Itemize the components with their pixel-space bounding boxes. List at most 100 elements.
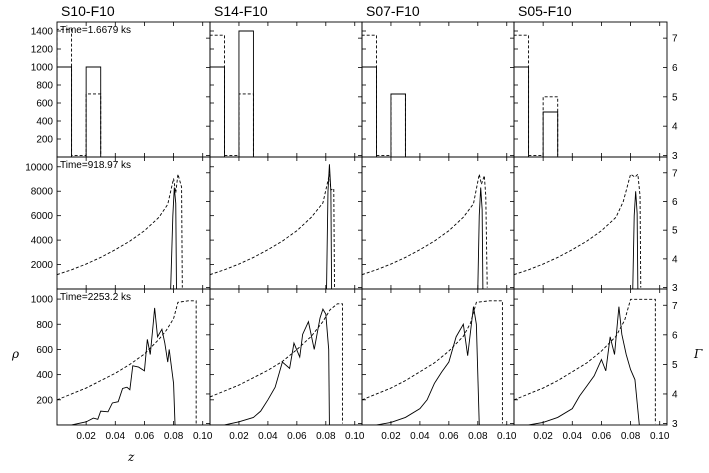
- left-tick-label: 6000: [31, 211, 54, 222]
- row-2: 2000 4000 6000 8000 10000 3 4 5 6 7 Time=918.97 ks: [25, 156, 678, 294]
- panel-s10-f10-row-3: Time=2253.2 ks: [56, 288, 211, 426]
- axes-labels: 0.02 0.04 0.06 0.08 0.10 0.02 0.04 0.06 0.08 0.10…: [11, 347, 703, 464]
- gamma-series-line: [57, 174, 183, 288]
- right-tick-label: 5: [672, 360, 678, 371]
- x-tick-label: 0.10: [650, 431, 670, 442]
- panel-s14-f10-row-1: [209, 21, 363, 158]
- gamma-series-line: [514, 298, 656, 424]
- left-tick-label: 400: [36, 117, 53, 128]
- x-tick-label: 0.08: [468, 431, 488, 442]
- panel-frame: [361, 156, 515, 290]
- y-axis-title-left: ρ: [11, 347, 19, 361]
- column-titles: S10-F10 S14-F10 S07-F10 S05-F10: [61, 3, 572, 19]
- rho-series-line: [514, 306, 667, 425]
- right-tick-label: 4: [672, 254, 678, 265]
- left-tick-label: 8000: [31, 187, 54, 198]
- x-tick-label: 0.08: [316, 431, 336, 442]
- rho-series-line: [57, 66, 102, 157]
- panel-frame: [209, 156, 363, 290]
- panel-frame: [56, 288, 211, 426]
- gamma-series-line: [362, 174, 488, 288]
- left-tick-label: 4000: [31, 236, 54, 247]
- x-tick-label: 0.02: [76, 431, 96, 442]
- x-tick-label: 0.08: [621, 431, 641, 442]
- right-tick-label: 6: [672, 63, 678, 74]
- left-tick-label: 600: [36, 345, 53, 356]
- x-tick-label: 0.06: [135, 431, 155, 442]
- right-tick-label: 3: [672, 151, 678, 162]
- left-tick-label: 10000: [25, 162, 53, 173]
- left-tick-label: 1000: [31, 295, 54, 306]
- x-tick-label: 0.08: [164, 431, 184, 442]
- x-tick-label: 0.06: [439, 431, 459, 442]
- panel-s10-f10-row-1: Time=1.6679 ks: [56, 21, 211, 158]
- x-tick-label: 0.04: [410, 431, 430, 442]
- panel-s05-f10-row-1: [513, 21, 668, 158]
- panel-frame: [513, 288, 668, 426]
- right-tick-label: 6: [672, 330, 678, 341]
- panel-s07-f10-row-3: [361, 288, 515, 426]
- x-tick-label: 0.02: [381, 431, 401, 442]
- rho-series-line: [362, 66, 406, 157]
- right-tick-label: 4: [672, 122, 678, 133]
- panel-frame: [56, 21, 211, 158]
- x-tick-label: 0.10: [345, 431, 365, 442]
- panel-frame: [361, 288, 515, 426]
- x-tick-label: 0.06: [592, 431, 612, 442]
- left-tick-label: 1200: [31, 45, 54, 56]
- x-tick-label: 0.02: [229, 431, 249, 442]
- panels-grid: 200 400 600 800 1000 1200 1400 3 4 5 6 7 Time=1.6679…: [25, 21, 678, 430]
- x-tick-label: 0.02: [533, 431, 553, 442]
- gamma-series-line: [210, 34, 254, 156]
- column-title-s05-f10: S05-F10: [518, 3, 572, 19]
- left-tick-label: 400: [36, 370, 53, 381]
- left-tick-label: 2000: [31, 260, 54, 271]
- gamma-series-line: [362, 300, 503, 424]
- x-tick-label: 0.10: [193, 431, 213, 442]
- panel-s14-f10-row-3: [209, 288, 363, 426]
- time-label: Time=918.97 ks: [60, 160, 131, 171]
- panel-frame: [56, 156, 211, 290]
- time-label: Time=1.6679 ks: [60, 25, 131, 36]
- x-tick-label: 0.10: [497, 431, 517, 442]
- column-title-s10-f10: S10-F10: [61, 3, 115, 19]
- y-axis-title-right: Γ: [693, 347, 703, 361]
- panel-frame: [361, 21, 515, 158]
- rho-series-line: [362, 187, 514, 289]
- x-tick-label: 0.04: [106, 431, 126, 442]
- column-title-s14-f10: S14-F10: [214, 3, 268, 19]
- gamma-series-line: [362, 34, 406, 156]
- left-tick-label: 600: [36, 99, 53, 110]
- panel-s07-f10-row-1: [361, 21, 515, 158]
- panel-frame: [209, 288, 363, 426]
- left-tick-label: 200: [36, 395, 53, 406]
- right-tick-label: 6: [672, 197, 678, 208]
- panel-s05-f10-row-2: [513, 156, 668, 290]
- right-tick-label: 4: [672, 389, 678, 400]
- rho-series-line: [57, 187, 210, 289]
- rho-series-line: [362, 306, 514, 425]
- x-tick-label: 0.06: [287, 431, 307, 442]
- rho-series-line: [514, 66, 559, 157]
- left-tick-label: 1000: [31, 63, 54, 74]
- left-tick-label: 1400: [31, 27, 54, 38]
- row-3: 200 400 600 800 1000 3 4 5 6 7 Time=2253.2 ks: [31, 288, 678, 430]
- panel-s05-f10-row-3: [513, 288, 668, 426]
- panel-frame: [513, 156, 668, 290]
- gamma-series-line: [514, 173, 642, 288]
- gamma-series-line: [514, 34, 559, 156]
- left-tick-label: 800: [36, 81, 53, 92]
- rho-series-line: [210, 30, 254, 157]
- panel-s07-f10-row-2: [361, 156, 515, 290]
- left-tick-label: 200: [36, 135, 53, 146]
- rho-series-line: [210, 308, 362, 425]
- gamma-series-line: [57, 28, 102, 156]
- rho-series-line: [57, 307, 210, 425]
- panel-frame: [209, 21, 363, 158]
- x-tick-label: 0.04: [563, 431, 583, 442]
- row-1: 200 400 600 800 1000 1200 1400 3 4 5 6 7 Time=1.6679…: [31, 21, 678, 162]
- x-axis-title: z: [127, 450, 135, 464]
- gamma-series-line: [210, 303, 343, 424]
- panel-frame: [513, 21, 668, 158]
- right-tick-label: 3: [672, 283, 678, 294]
